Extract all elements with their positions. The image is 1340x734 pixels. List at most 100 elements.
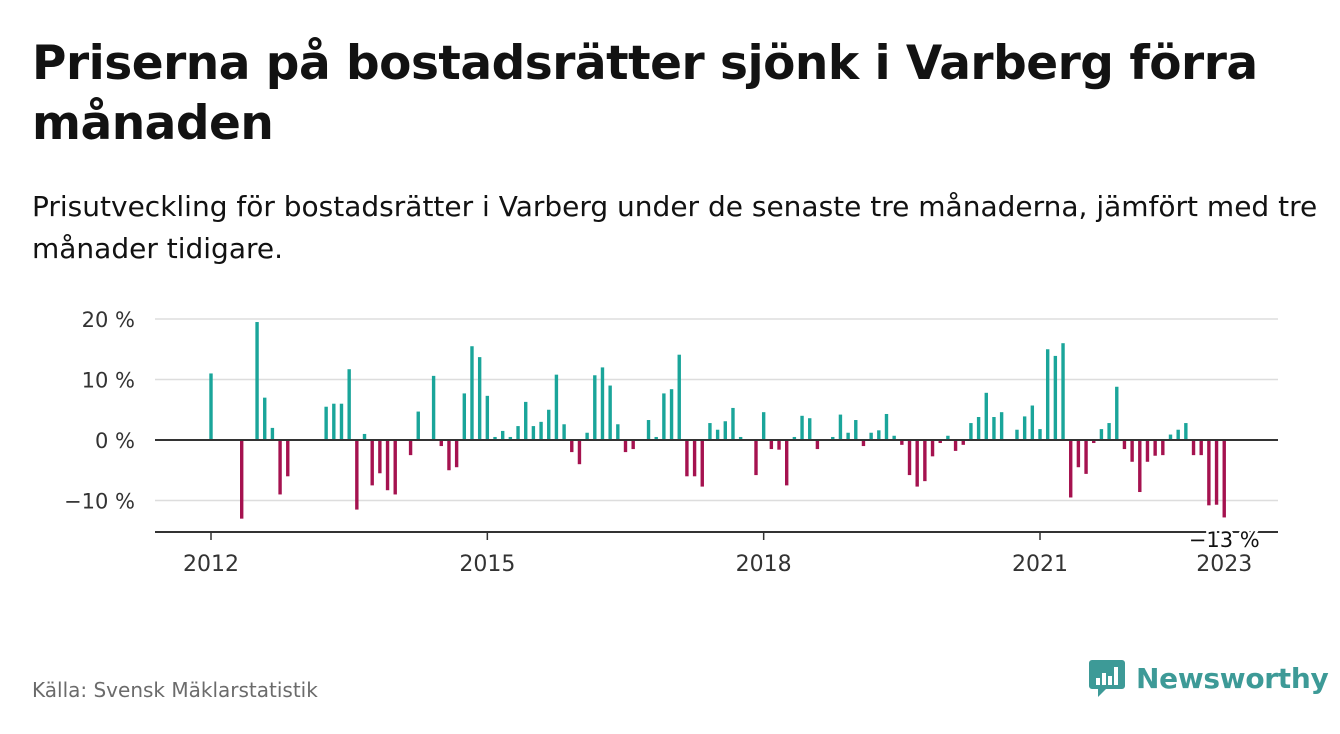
bar xyxy=(347,369,351,440)
bar xyxy=(385,440,390,491)
annotations: −13 % xyxy=(1186,526,1262,555)
bar xyxy=(738,436,743,440)
bar xyxy=(608,385,612,440)
x-tick-label: 2015 xyxy=(459,552,515,577)
bar xyxy=(1069,440,1073,498)
bar xyxy=(785,440,789,486)
bar xyxy=(547,409,551,440)
bar xyxy=(1222,440,1226,518)
bar xyxy=(923,440,927,482)
bar xyxy=(861,440,866,447)
bar xyxy=(500,430,505,440)
bar xyxy=(854,420,858,440)
bar xyxy=(493,436,497,440)
bar xyxy=(869,432,873,440)
bar xyxy=(1199,440,1203,456)
bar xyxy=(815,440,820,450)
x-axis-ticks: 2012 2015 2018 2021 2023 xyxy=(183,532,1252,577)
bar xyxy=(692,440,697,477)
bar xyxy=(654,436,658,440)
bar xyxy=(999,412,1004,440)
bar xyxy=(1084,440,1088,474)
bar xyxy=(961,440,965,445)
bar xyxy=(808,418,812,440)
grid-lines xyxy=(155,318,1278,502)
bar xyxy=(800,415,804,440)
bar xyxy=(1099,429,1104,440)
bar xyxy=(1115,386,1119,440)
bar xyxy=(930,440,935,457)
bar xyxy=(408,440,413,456)
bar xyxy=(554,374,559,440)
bar xyxy=(454,440,459,468)
bar xyxy=(685,440,689,477)
y-tick-label: −10 % xyxy=(64,490,135,514)
bar xyxy=(1022,416,1027,440)
bar xyxy=(1076,440,1081,468)
bar xyxy=(508,436,513,440)
bar xyxy=(984,392,988,440)
bar xyxy=(1168,434,1173,441)
bar xyxy=(255,322,259,440)
bar xyxy=(339,403,344,440)
bar xyxy=(270,427,275,440)
bar xyxy=(209,373,213,440)
chart-subtitle: Prisutveckling för bostadsrätter i Varbe… xyxy=(32,190,1318,265)
bar xyxy=(393,440,397,495)
bar xyxy=(1061,343,1065,440)
bar xyxy=(631,440,635,450)
x-tick-label: 2023 xyxy=(1196,552,1252,577)
bar xyxy=(477,357,482,440)
bar xyxy=(1092,440,1096,444)
bar xyxy=(915,440,919,487)
bar xyxy=(524,401,528,440)
bar-chart: 20 % 10 % 0 % −10 % 2012 2015 2018 2021 2023 −1… xyxy=(64,308,1278,577)
chart-title: Priserna på bostadsrätter sjönk i Varber… xyxy=(32,36,1258,151)
bar xyxy=(846,432,850,440)
bar xyxy=(723,421,727,440)
bar xyxy=(976,417,981,440)
bar xyxy=(355,440,359,510)
bar xyxy=(585,432,589,440)
bar xyxy=(447,440,451,471)
newsworthy-logo-icon xyxy=(1089,660,1125,697)
bar xyxy=(462,393,467,440)
bar xyxy=(777,440,781,450)
bar xyxy=(485,395,490,440)
y-tick-label: 10 % xyxy=(82,369,135,393)
bar xyxy=(900,440,904,445)
brand-name: Newsworthy xyxy=(1136,661,1329,695)
bar xyxy=(1015,429,1019,441)
bar xyxy=(877,430,881,440)
y-tick-label: 0 % xyxy=(95,429,135,453)
bar xyxy=(600,367,605,440)
bar xyxy=(938,440,942,444)
bar-series xyxy=(209,322,1226,519)
last-value-label: −13 % xyxy=(1189,528,1260,552)
bar xyxy=(754,440,758,476)
bar xyxy=(838,414,843,440)
bar xyxy=(953,440,958,451)
source-note: Källa: Svensk Mäklarstatistik xyxy=(32,678,318,702)
bar xyxy=(1145,440,1150,462)
bar xyxy=(715,429,720,441)
bar xyxy=(1176,429,1180,441)
bar xyxy=(378,440,382,474)
bar xyxy=(969,423,973,440)
bar xyxy=(1138,440,1142,493)
bar xyxy=(1053,355,1058,440)
bar xyxy=(570,440,574,453)
x-tick-label: 2021 xyxy=(1012,552,1068,577)
bar xyxy=(1153,440,1157,456)
bar xyxy=(577,440,582,465)
bar xyxy=(831,436,835,440)
bar xyxy=(623,440,628,453)
bar xyxy=(992,417,996,440)
bar xyxy=(662,393,666,440)
bar xyxy=(516,426,520,440)
bar xyxy=(892,435,896,440)
bar xyxy=(1214,440,1219,505)
y-tick-label: 20 % xyxy=(82,308,135,332)
bar xyxy=(1161,440,1165,456)
bar xyxy=(240,440,244,519)
